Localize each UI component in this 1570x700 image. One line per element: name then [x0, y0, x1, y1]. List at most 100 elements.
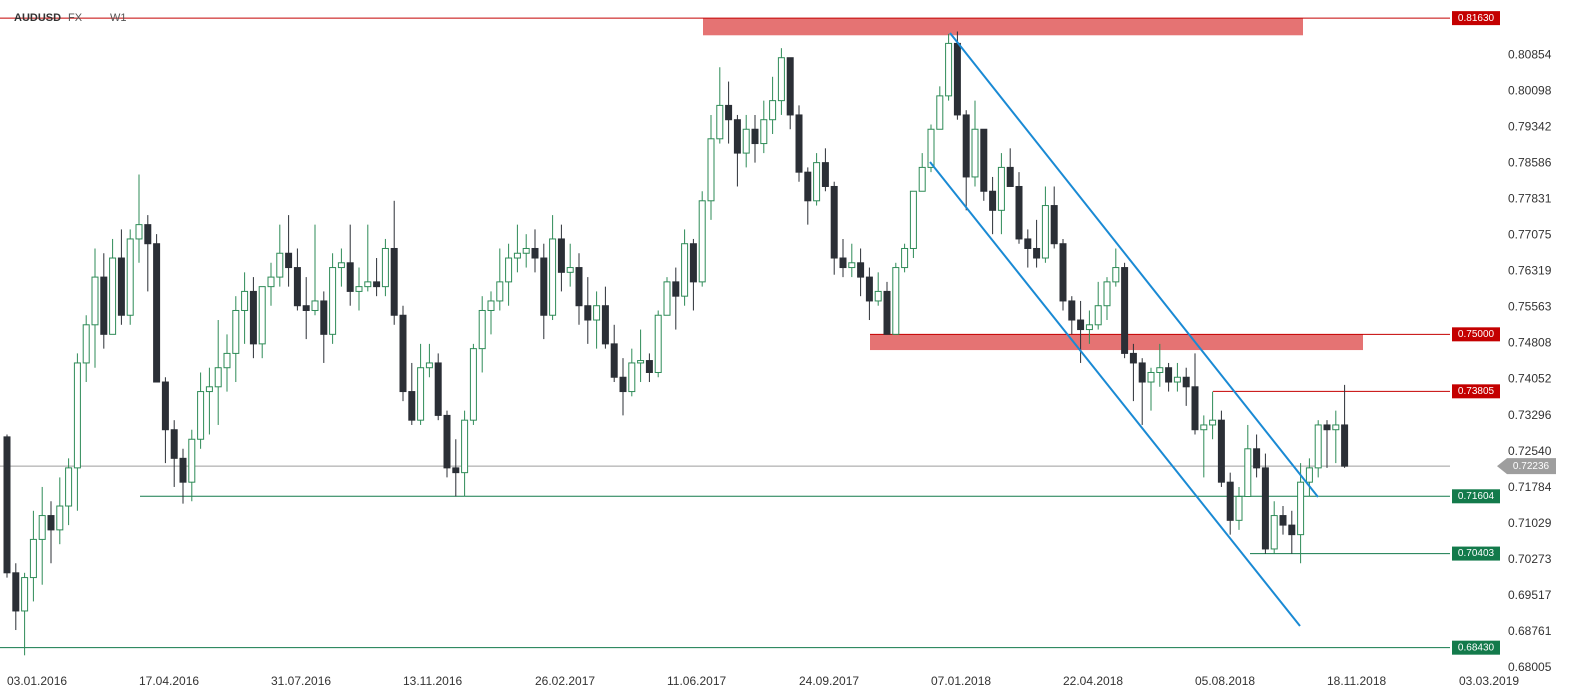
candle-body	[1191, 386, 1199, 431]
candle-body	[901, 247, 909, 269]
candle-body	[109, 257, 117, 335]
x-tick-label: 03.03.2019	[1459, 674, 1519, 688]
candle-body	[654, 314, 662, 373]
level-tag	[1452, 327, 1500, 342]
candle-body	[276, 252, 284, 278]
timeframe[interactable]: W1	[110, 12, 127, 24]
level-label: 0.68430	[1458, 642, 1495, 653]
candle-body	[813, 162, 821, 202]
candle-body	[1033, 247, 1041, 259]
y-tick-label: 0.71029	[1508, 516, 1552, 530]
channel-lower	[929, 161, 1301, 627]
candle-body	[672, 281, 680, 297]
candle-body	[1138, 362, 1146, 383]
candle-body	[1059, 243, 1067, 302]
candle-body	[575, 267, 583, 307]
candle-body	[971, 128, 979, 178]
y-tick-label: 0.80098	[1508, 83, 1552, 97]
candle-body	[1041, 205, 1049, 259]
candle-body	[681, 243, 689, 297]
candle-body	[188, 438, 196, 483]
candle-body	[1217, 419, 1225, 483]
candle-body	[443, 414, 451, 469]
candle-body	[716, 104, 724, 140]
level-label: 0.75000	[1458, 329, 1495, 340]
candle-body	[821, 162, 829, 187]
candle-body	[73, 362, 81, 469]
candle-body	[742, 128, 750, 154]
channel-upper	[949, 32, 1319, 498]
level-label: 0.73805	[1458, 386, 1495, 397]
y-tick-label: 0.71784	[1508, 480, 1552, 494]
level-label: 0.81630	[1458, 13, 1495, 24]
candle-body	[408, 391, 416, 421]
candle-body	[337, 262, 345, 269]
candle-body	[610, 343, 618, 378]
candle-body	[725, 104, 733, 121]
candle-body	[751, 128, 759, 145]
y-tick-label: 0.80854	[1508, 47, 1552, 61]
candle-body	[707, 138, 715, 202]
y-tick-label: 0.77075	[1508, 228, 1552, 242]
current-price-label: 0.72236	[1513, 461, 1550, 472]
candle-body	[496, 281, 504, 302]
candle-body	[857, 262, 865, 278]
market[interactable]: FX	[68, 12, 83, 24]
candle-body	[918, 166, 926, 192]
candle-body	[945, 42, 953, 97]
candle-body	[848, 262, 856, 269]
axes: 0.80854 0.80098 0.79342 0.78586 0.77831 0.770…	[7, 11, 1556, 688]
candle-body	[293, 267, 301, 307]
candle-body	[795, 114, 803, 173]
candle-body	[1112, 267, 1120, 283]
candle-body	[267, 276, 275, 288]
candle-body	[47, 515, 55, 531]
candle-body	[487, 300, 495, 311]
candle-body	[258, 286, 266, 345]
candle-body	[1147, 371, 1155, 383]
candle-body	[1094, 305, 1102, 326]
candle-body	[311, 300, 319, 311]
candle-body	[760, 119, 768, 145]
candle-body	[1261, 467, 1269, 550]
candle-body	[830, 185, 838, 259]
candle-body	[12, 572, 20, 612]
candle-body	[1121, 267, 1129, 354]
x-tick-label: 05.08.2018	[1195, 674, 1255, 688]
candle-body	[1226, 481, 1234, 521]
candle-body	[214, 367, 222, 388]
candle-body	[1341, 424, 1349, 467]
candle-body	[1200, 424, 1208, 431]
candle-body	[91, 276, 99, 326]
zone	[870, 334, 1363, 351]
candle-body	[892, 267, 900, 335]
candle-body	[320, 300, 328, 335]
candle-body	[953, 42, 961, 116]
candle-body	[346, 262, 354, 292]
candle-body	[1165, 367, 1173, 383]
candle-body	[1209, 419, 1217, 426]
candle-body	[505, 257, 513, 283]
candle-body	[733, 119, 741, 154]
candle-body	[29, 538, 37, 579]
x-tick-label: 24.09.2017	[799, 674, 859, 688]
candle-body	[989, 190, 997, 211]
candle-body	[522, 247, 530, 254]
candle-body	[223, 352, 231, 369]
candle-body	[777, 57, 785, 102]
candle-body	[804, 171, 812, 202]
candle-body	[637, 360, 645, 364]
candle-body	[689, 243, 697, 283]
candle-body	[1129, 352, 1137, 364]
candle-body	[1077, 319, 1085, 331]
level-tag	[1452, 489, 1500, 504]
candle-body	[557, 238, 565, 273]
candle-body	[232, 309, 240, 354]
candle-body	[417, 367, 425, 421]
symbol[interactable]: AUDUSD	[14, 12, 61, 24]
candle-body	[619, 376, 627, 393]
y-tick-label: 0.68761	[1508, 624, 1552, 638]
candle-body	[786, 57, 794, 116]
zones	[703, 18, 1363, 351]
